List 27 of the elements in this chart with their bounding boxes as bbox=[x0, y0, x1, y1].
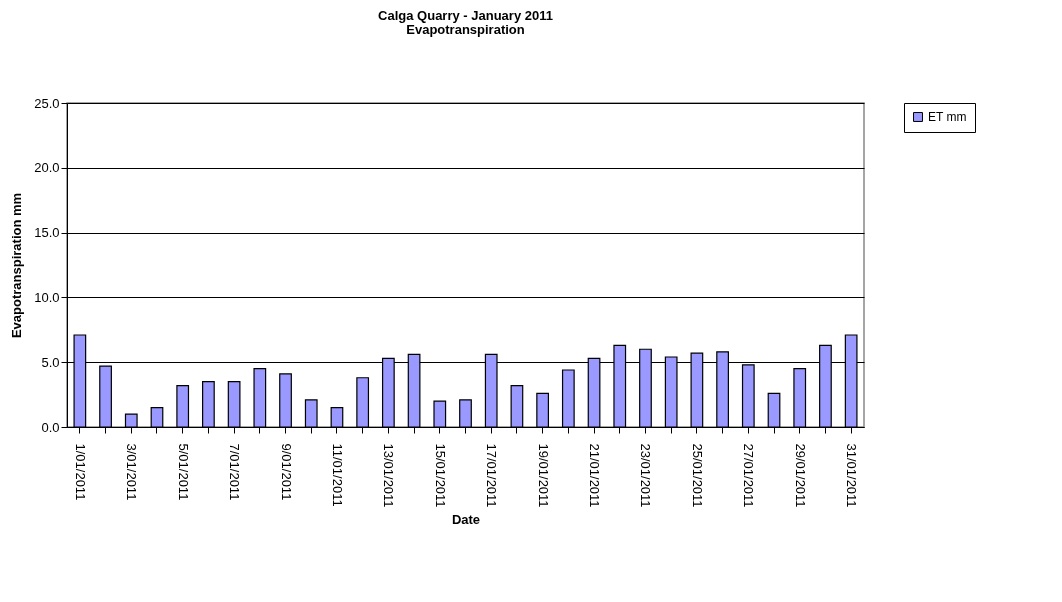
chart-title: Calga Quarry - January 2011 bbox=[378, 8, 553, 23]
chart-subtitle: Evapotranspiration bbox=[406, 22, 525, 37]
x-tick-label: 7/01/2011 bbox=[227, 443, 243, 501]
x-tick-label: 17/01/2011 bbox=[484, 443, 500, 508]
y-tick-label: 5.0 bbox=[41, 354, 60, 370]
y-tick-label: 25.0 bbox=[34, 95, 60, 111]
x-tick-label: 3/01/2011 bbox=[124, 443, 140, 501]
y-axis-title: Evapotranspiration mm bbox=[9, 192, 25, 339]
legend-label: ET mm bbox=[928, 110, 967, 124]
x-tick-label: 1/01/2011 bbox=[72, 443, 88, 501]
x-tick-label: 23/01/2011 bbox=[638, 443, 654, 508]
x-tick-label: 13/01/2011 bbox=[381, 443, 397, 508]
x-tick-label: 27/01/2011 bbox=[741, 443, 757, 508]
y-tick-label: 15.0 bbox=[34, 225, 60, 241]
x-axis-title: Date bbox=[451, 511, 481, 527]
x-tick-label: 11/01/2011 bbox=[329, 443, 345, 507]
x-tick-label: 9/01/2011 bbox=[278, 443, 294, 501]
y-tick-label: 0.0 bbox=[41, 419, 60, 435]
x-tick-label: 29/01/2011 bbox=[792, 443, 808, 508]
x-tick-label: 19/01/2011 bbox=[535, 443, 551, 508]
x-tick-label: 31/01/2011 bbox=[844, 443, 860, 508]
y-tick-label: 10.0 bbox=[34, 289, 60, 305]
x-tick-label: 15/01/2011 bbox=[432, 443, 448, 508]
x-tick-label: 25/01/2011 bbox=[689, 443, 705, 508]
x-tick-label: 21/01/2011 bbox=[587, 443, 603, 508]
x-tick-label: 5/01/2011 bbox=[175, 443, 191, 501]
y-tick-label: 20.0 bbox=[34, 160, 60, 176]
